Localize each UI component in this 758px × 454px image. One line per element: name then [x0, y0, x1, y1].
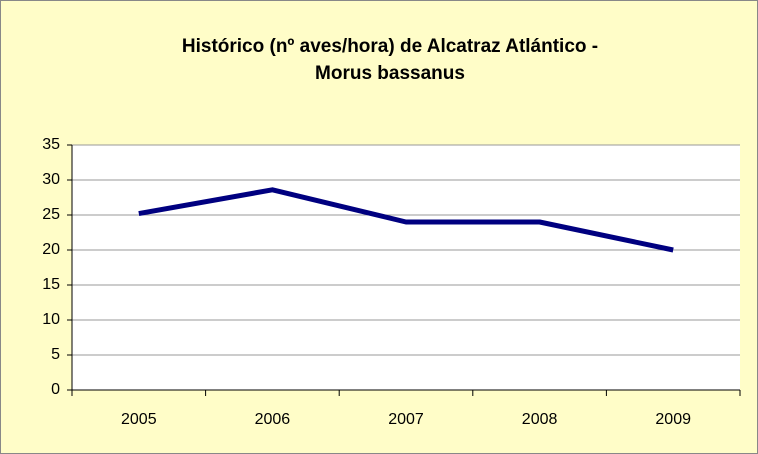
data-line [138, 187, 674, 253]
y-tick-label: 25 [42, 206, 60, 223]
chart-title: Morus bassanus [315, 63, 465, 84]
y-tick-label: 10 [42, 311, 60, 328]
x-tick-label: 2005 [121, 411, 157, 428]
x-tick-label: 2008 [522, 411, 558, 428]
y-tick-label: 15 [42, 276, 60, 293]
y-tick-label: 30 [42, 171, 60, 188]
plot-area [72, 145, 740, 390]
x-tick-label: 2006 [255, 411, 291, 428]
x-tick-label: 2007 [388, 411, 424, 428]
y-tick-label: 5 [51, 346, 60, 363]
x-tick-label: 2009 [655, 411, 691, 428]
chart-title: Histórico (nº aves/hora) de Alcatraz Atl… [182, 36, 598, 57]
y-tick-label: 35 [42, 136, 60, 153]
y-tick-label: 20 [42, 241, 60, 258]
y-tick-label: 0 [51, 381, 60, 398]
